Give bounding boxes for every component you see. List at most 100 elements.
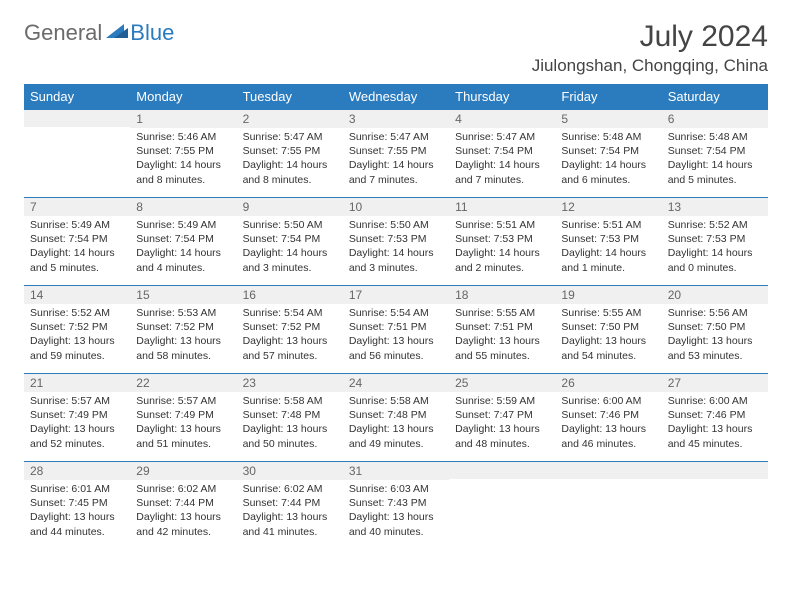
sunset-text: Sunset: 7:49 PM (136, 408, 230, 422)
day-body: Sunrise: 5:58 AMSunset: 7:48 PMDaylight:… (343, 392, 449, 457)
calendar-day-cell: 28Sunrise: 6:01 AMSunset: 7:45 PMDayligh… (24, 461, 130, 549)
daylight-text: Daylight: 14 hours and 3 minutes. (349, 246, 443, 274)
sunrise-text: Sunrise: 5:58 AM (349, 394, 443, 408)
sunrise-text: Sunrise: 5:55 AM (455, 306, 549, 320)
daylight-text: Daylight: 13 hours and 41 minutes. (243, 510, 337, 538)
day-number: 14 (24, 285, 130, 304)
daylight-text: Daylight: 14 hours and 8 minutes. (243, 158, 337, 186)
day-number (555, 461, 661, 479)
day-body: Sunrise: 6:02 AMSunset: 7:44 PMDaylight:… (237, 480, 343, 545)
sunrise-text: Sunrise: 5:49 AM (30, 218, 124, 232)
calendar-day-cell: 4Sunrise: 5:47 AMSunset: 7:54 PMDaylight… (449, 109, 555, 197)
daylight-text: Daylight: 13 hours and 50 minutes. (243, 422, 337, 450)
day-number: 11 (449, 197, 555, 216)
day-body: Sunrise: 5:46 AMSunset: 7:55 PMDaylight:… (130, 128, 236, 193)
sunrise-text: Sunrise: 6:00 AM (561, 394, 655, 408)
sunrise-text: Sunrise: 5:50 AM (349, 218, 443, 232)
weekday-header: Sunday (24, 84, 130, 109)
weekday-header: Saturday (662, 84, 768, 109)
day-body: Sunrise: 5:47 AMSunset: 7:55 PMDaylight:… (237, 128, 343, 193)
sunset-text: Sunset: 7:52 PM (243, 320, 337, 334)
daylight-text: Daylight: 13 hours and 42 minutes. (136, 510, 230, 538)
sunset-text: Sunset: 7:47 PM (455, 408, 549, 422)
daylight-text: Daylight: 14 hours and 5 minutes. (668, 158, 762, 186)
day-body: Sunrise: 5:52 AMSunset: 7:52 PMDaylight:… (24, 304, 130, 369)
day-body: Sunrise: 5:55 AMSunset: 7:50 PMDaylight:… (555, 304, 661, 369)
sunrise-text: Sunrise: 5:50 AM (243, 218, 337, 232)
calendar-day-cell: 12Sunrise: 5:51 AMSunset: 7:53 PMDayligh… (555, 197, 661, 285)
day-body: Sunrise: 6:00 AMSunset: 7:46 PMDaylight:… (555, 392, 661, 457)
sunrise-text: Sunrise: 5:51 AM (455, 218, 549, 232)
day-body: Sunrise: 5:59 AMSunset: 7:47 PMDaylight:… (449, 392, 555, 457)
day-body: Sunrise: 6:02 AMSunset: 7:44 PMDaylight:… (130, 480, 236, 545)
sunrise-text: Sunrise: 6:02 AM (243, 482, 337, 496)
day-number: 12 (555, 197, 661, 216)
sunrise-text: Sunrise: 5:48 AM (668, 130, 762, 144)
calendar-day-cell: 13Sunrise: 5:52 AMSunset: 7:53 PMDayligh… (662, 197, 768, 285)
daylight-text: Daylight: 14 hours and 8 minutes. (136, 158, 230, 186)
calendar-day-cell (662, 461, 768, 549)
weekday-header: Monday (130, 84, 236, 109)
sunrise-text: Sunrise: 5:47 AM (349, 130, 443, 144)
sunset-text: Sunset: 7:44 PM (136, 496, 230, 510)
sunset-text: Sunset: 7:50 PM (668, 320, 762, 334)
day-number: 10 (343, 197, 449, 216)
weekday-header-row: Sunday Monday Tuesday Wednesday Thursday… (24, 84, 768, 109)
sunrise-text: Sunrise: 5:59 AM (455, 394, 549, 408)
sunset-text: Sunset: 7:48 PM (349, 408, 443, 422)
day-body: Sunrise: 5:49 AMSunset: 7:54 PMDaylight:… (24, 216, 130, 281)
day-body: Sunrise: 5:49 AMSunset: 7:54 PMDaylight:… (130, 216, 236, 281)
daylight-text: Daylight: 13 hours and 56 minutes. (349, 334, 443, 362)
calendar-day-cell: 29Sunrise: 6:02 AMSunset: 7:44 PMDayligh… (130, 461, 236, 549)
calendar-table: Sunday Monday Tuesday Wednesday Thursday… (24, 84, 768, 549)
day-number: 13 (662, 197, 768, 216)
day-body: Sunrise: 5:50 AMSunset: 7:53 PMDaylight:… (343, 216, 449, 281)
daylight-text: Daylight: 13 hours and 44 minutes. (30, 510, 124, 538)
day-number (662, 461, 768, 479)
daylight-text: Daylight: 13 hours and 48 minutes. (455, 422, 549, 450)
day-body: Sunrise: 5:57 AMSunset: 7:49 PMDaylight:… (130, 392, 236, 457)
calendar-day-cell: 22Sunrise: 5:57 AMSunset: 7:49 PMDayligh… (130, 373, 236, 461)
day-body: Sunrise: 5:47 AMSunset: 7:54 PMDaylight:… (449, 128, 555, 193)
sunrise-text: Sunrise: 5:54 AM (243, 306, 337, 320)
calendar-day-cell: 5Sunrise: 5:48 AMSunset: 7:54 PMDaylight… (555, 109, 661, 197)
calendar-day-cell: 25Sunrise: 5:59 AMSunset: 7:47 PMDayligh… (449, 373, 555, 461)
day-number: 6 (662, 109, 768, 128)
calendar-day-cell: 17Sunrise: 5:54 AMSunset: 7:51 PMDayligh… (343, 285, 449, 373)
calendar-day-cell: 31Sunrise: 6:03 AMSunset: 7:43 PMDayligh… (343, 461, 449, 549)
calendar-day-cell: 18Sunrise: 5:55 AMSunset: 7:51 PMDayligh… (449, 285, 555, 373)
sunset-text: Sunset: 7:55 PM (136, 144, 230, 158)
day-number: 24 (343, 373, 449, 392)
calendar-day-cell: 6Sunrise: 5:48 AMSunset: 7:54 PMDaylight… (662, 109, 768, 197)
day-number: 19 (555, 285, 661, 304)
sunrise-text: Sunrise: 5:57 AM (136, 394, 230, 408)
sunset-text: Sunset: 7:51 PM (455, 320, 549, 334)
calendar-day-cell: 26Sunrise: 6:00 AMSunset: 7:46 PMDayligh… (555, 373, 661, 461)
daylight-text: Daylight: 14 hours and 4 minutes. (136, 246, 230, 274)
logo: General Blue (24, 20, 174, 46)
daylight-text: Daylight: 14 hours and 1 minute. (561, 246, 655, 274)
sunrise-text: Sunrise: 6:02 AM (136, 482, 230, 496)
sunset-text: Sunset: 7:54 PM (30, 232, 124, 246)
sunset-text: Sunset: 7:50 PM (561, 320, 655, 334)
header: General Blue July 2024 Jiulongshan, Chon… (24, 20, 768, 76)
sunset-text: Sunset: 7:54 PM (243, 232, 337, 246)
sunset-text: Sunset: 7:53 PM (349, 232, 443, 246)
day-number: 17 (343, 285, 449, 304)
sunrise-text: Sunrise: 5:56 AM (668, 306, 762, 320)
sunset-text: Sunset: 7:53 PM (561, 232, 655, 246)
sunrise-text: Sunrise: 5:49 AM (136, 218, 230, 232)
day-body: Sunrise: 5:52 AMSunset: 7:53 PMDaylight:… (662, 216, 768, 281)
day-body: Sunrise: 6:03 AMSunset: 7:43 PMDaylight:… (343, 480, 449, 545)
logo-triangle-icon (106, 22, 128, 45)
sunrise-text: Sunrise: 5:55 AM (561, 306, 655, 320)
month-title: July 2024 (532, 20, 768, 54)
calendar-day-cell: 9Sunrise: 5:50 AMSunset: 7:54 PMDaylight… (237, 197, 343, 285)
calendar-day-cell: 21Sunrise: 5:57 AMSunset: 7:49 PMDayligh… (24, 373, 130, 461)
day-body: Sunrise: 5:55 AMSunset: 7:51 PMDaylight:… (449, 304, 555, 369)
calendar-day-cell: 16Sunrise: 5:54 AMSunset: 7:52 PMDayligh… (237, 285, 343, 373)
sunrise-text: Sunrise: 5:47 AM (243, 130, 337, 144)
day-number: 8 (130, 197, 236, 216)
daylight-text: Daylight: 14 hours and 6 minutes. (561, 158, 655, 186)
calendar-day-cell: 15Sunrise: 5:53 AMSunset: 7:52 PMDayligh… (130, 285, 236, 373)
